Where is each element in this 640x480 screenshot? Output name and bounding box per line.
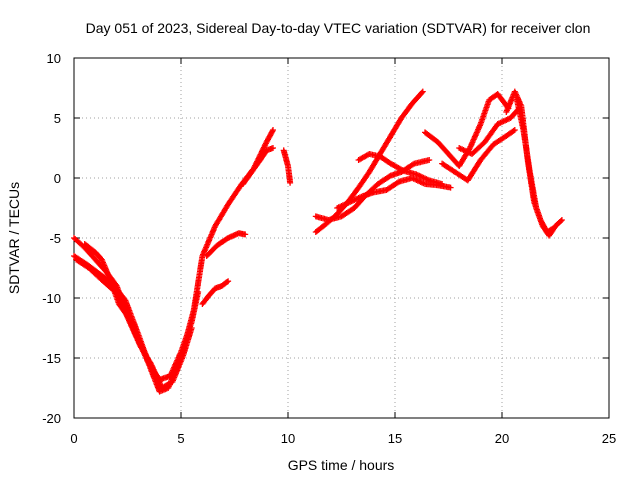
data-point-marker (269, 128, 276, 135)
series-track-6 (203, 230, 249, 259)
y-tick-label: 10 (47, 51, 61, 66)
data-point-marker (447, 184, 454, 191)
data-point-marker (130, 325, 137, 332)
data-point-marker (410, 161, 416, 168)
y-tick-label: -15 (42, 351, 61, 366)
data-point-marker (242, 231, 249, 238)
series-track-8 (280, 147, 294, 186)
x-tick-label: 0 (70, 431, 77, 446)
y-tick-label: -5 (49, 231, 61, 246)
series-track-17 (514, 97, 565, 239)
data-point-marker (557, 218, 564, 224)
data-point-marker (195, 289, 202, 295)
y-tick-label: -10 (42, 291, 61, 306)
data-point-marker (287, 179, 294, 186)
series-track-12 (355, 151, 446, 187)
data-point-marker (510, 127, 517, 134)
x-axis-label: GPS time / hours (288, 457, 395, 473)
y-axis-label: SDTVAR / TECUs (6, 182, 22, 294)
series-track-4 (81, 241, 163, 385)
data-point-marker (419, 88, 426, 95)
data-point-marker (270, 145, 276, 151)
x-tick-label: 10 (281, 431, 295, 446)
series-track-14 (439, 127, 518, 184)
series-track-11 (334, 175, 454, 211)
data-point-marker (511, 127, 518, 133)
data-point-marker (224, 279, 230, 285)
data-point-marker (156, 379, 163, 385)
data-point-marker (399, 167, 406, 174)
data-points (71, 88, 565, 395)
y-tick-label: 5 (54, 111, 61, 126)
x-tick-label: 5 (177, 431, 184, 446)
grid (74, 58, 609, 418)
series-track-9 (312, 88, 426, 235)
x-tick-label: 20 (495, 431, 509, 446)
axis-ticks: 0 5 10 15 20 25 -20 -15 -10 -5 0 5 10 (42, 51, 616, 446)
data-point-marker (558, 217, 565, 223)
data-point-marker (225, 278, 232, 285)
series-track-7 (240, 145, 276, 187)
x-tick-label: 25 (602, 431, 616, 446)
data-point-marker (395, 179, 401, 186)
y-tick-label: 0 (54, 171, 61, 186)
x-tick-label: 15 (388, 431, 402, 446)
data-point-marker (188, 325, 195, 331)
data-point-marker (418, 89, 425, 96)
data-point-marker (426, 157, 433, 163)
data-point-marker (439, 181, 446, 187)
y-tick-label: -20 (42, 411, 61, 426)
chart-title: Day 051 of 2023, Sidereal Day-to-day VTE… (86, 20, 591, 36)
series-track-5 (199, 278, 232, 307)
data-point-marker (270, 127, 276, 133)
series-track-13 (422, 91, 512, 169)
data-point-marker (155, 377, 162, 384)
series-track-16 (503, 88, 557, 235)
data-point-marker (386, 173, 393, 180)
